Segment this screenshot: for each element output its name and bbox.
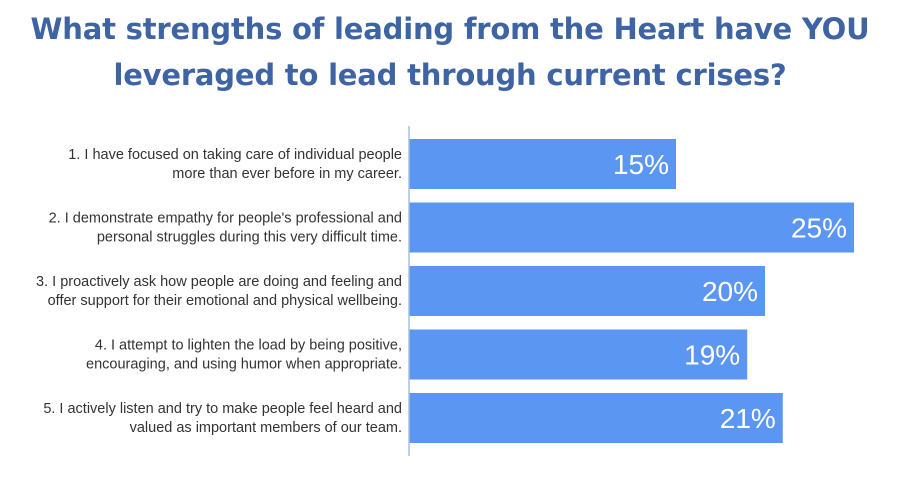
bar-2 xyxy=(409,202,854,253)
bars-layer: 15% 25% 20% 19% 21% xyxy=(409,139,854,443)
category-label-3-line-2: offer support for their emotional and ph… xyxy=(48,293,402,309)
category-labels-layer: 1. I have focused on taking care of indi… xyxy=(36,147,402,436)
category-label-2-line-1: 2. I demonstrate empathy for people's pr… xyxy=(49,211,402,227)
category-label-1-line-2: more than ever before in my career. xyxy=(172,166,402,182)
bar-value-label-3: 20% xyxy=(702,276,758,307)
category-label-5: 5. I actively listen and try to make peo… xyxy=(43,401,402,436)
bar-value-label-2: 25% xyxy=(791,213,847,244)
category-label-2-line-2: personal struggles during this very diff… xyxy=(97,230,402,246)
category-label-1-line-1: 1. I have focused on taking care of indi… xyxy=(68,147,402,163)
bar-3 xyxy=(409,266,765,316)
bar-value-label-5: 21% xyxy=(720,403,776,434)
bar-value-label-1: 15% xyxy=(613,149,669,180)
category-label-4-line-2: encouraging, and using humor when approp… xyxy=(86,357,402,373)
bar-5 xyxy=(409,393,783,443)
category-label-5-line-2: valued as important members of our team. xyxy=(130,420,402,436)
category-label-4-line-1: 4. I attempt to lighten the load by bein… xyxy=(95,338,402,354)
category-label-2: 2. I demonstrate empathy for people's pr… xyxy=(49,211,402,246)
chart-title: What strengths of leading from the Heart… xyxy=(0,6,900,98)
chart-title-line-1: What strengths of leading from the Heart… xyxy=(30,12,870,46)
category-label-1: 1. I have focused on taking care of indi… xyxy=(68,147,402,182)
bar-value-label-4: 19% xyxy=(684,340,740,371)
category-label-4: 4. I attempt to lighten the load by bein… xyxy=(86,338,402,373)
bar-1 xyxy=(409,139,676,189)
category-label-3: 3. I proactively ask how people are doin… xyxy=(36,274,402,309)
category-label-5-line-1: 5. I actively listen and try to make peo… xyxy=(43,401,402,417)
chart-title-line-2: leveraged to lead through current crises… xyxy=(113,58,787,92)
bar-4 xyxy=(409,329,748,380)
category-label-3-line-1: 3. I proactively ask how people are doin… xyxy=(36,274,402,290)
